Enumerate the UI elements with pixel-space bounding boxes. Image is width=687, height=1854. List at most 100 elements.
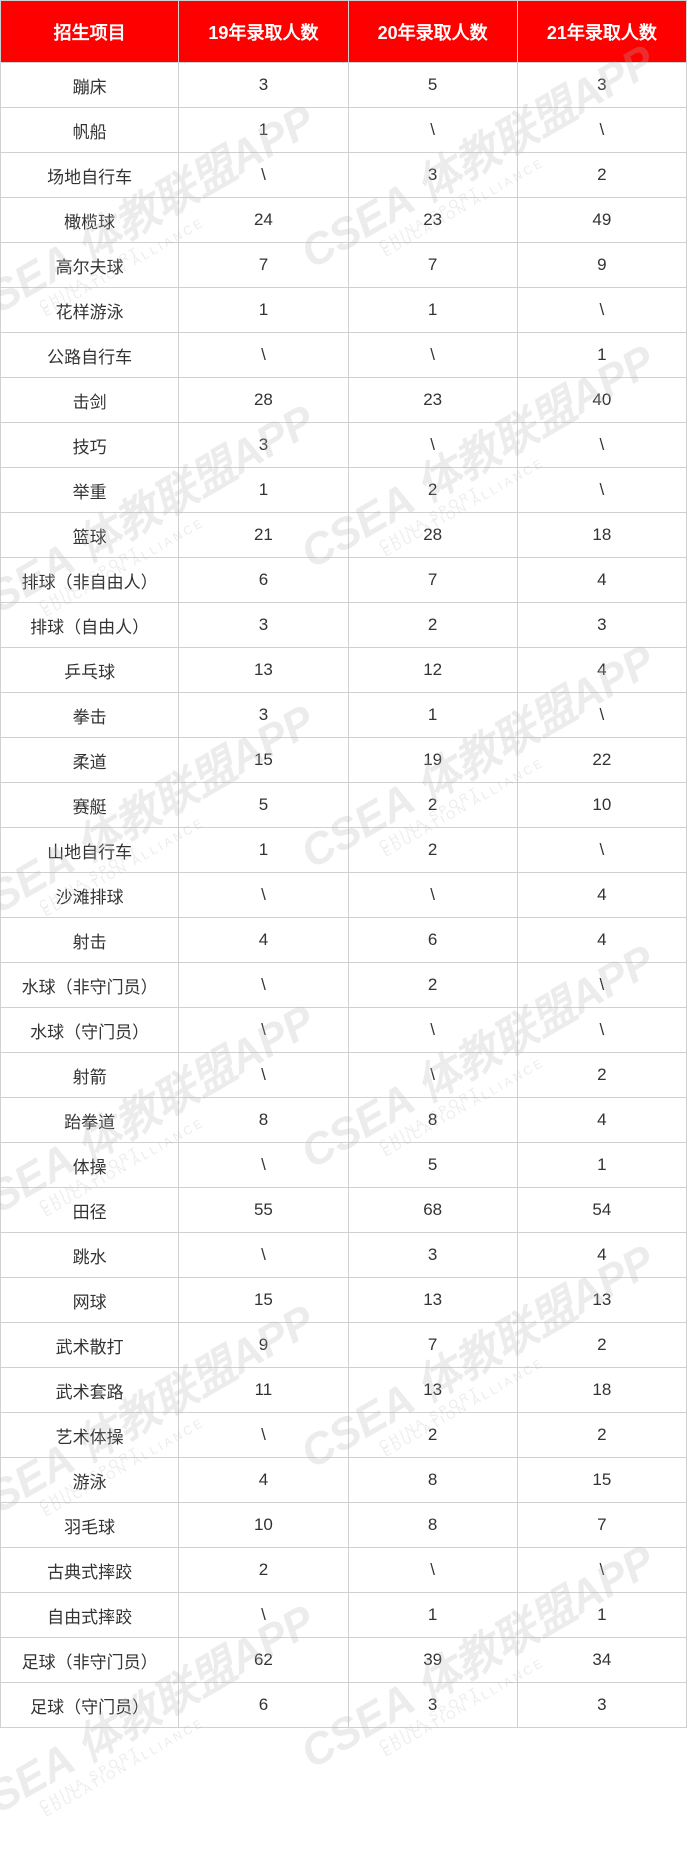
col-header-2021: 21年录取人数 (517, 1, 686, 63)
cell-value: 3 (179, 693, 348, 738)
cell-value: 4 (517, 558, 686, 603)
cell-value: 21 (179, 513, 348, 558)
table-row: 跆拳道884 (1, 1098, 687, 1143)
cell-value: 1 (348, 693, 517, 738)
cell-value: 3 (517, 603, 686, 648)
cell-project: 拳击 (1, 693, 179, 738)
cell-project: 击剑 (1, 378, 179, 423)
cell-project: 水球（非守门员） (1, 963, 179, 1008)
cell-value: 3 (517, 63, 686, 108)
table-row: 武术套路111318 (1, 1368, 687, 1413)
cell-value: 7 (179, 243, 348, 288)
cell-value: \ (348, 423, 517, 468)
cell-value: 6 (348, 918, 517, 963)
table-row: 武术散打972 (1, 1323, 687, 1368)
table-row: 跳水\34 (1, 1233, 687, 1278)
cell-project: 网球 (1, 1278, 179, 1323)
cell-value: 4 (517, 873, 686, 918)
table-header: 招生项目 19年录取人数 20年录取人数 21年录取人数 (1, 1, 687, 63)
table-row: 赛艇5210 (1, 783, 687, 828)
cell-value: 2 (348, 1413, 517, 1458)
table-row: 柔道151922 (1, 738, 687, 783)
col-header-2019: 19年录取人数 (179, 1, 348, 63)
cell-value: 4 (179, 918, 348, 963)
cell-value: 3 (348, 153, 517, 198)
cell-value: 8 (179, 1098, 348, 1143)
cell-value: 7 (348, 558, 517, 603)
cell-value: 2 (517, 1053, 686, 1098)
cell-value: 1 (179, 468, 348, 513)
cell-project: 武术套路 (1, 1368, 179, 1413)
table-row: 乒乓球13124 (1, 648, 687, 693)
cell-value: 40 (517, 378, 686, 423)
cell-project: 花样游泳 (1, 288, 179, 333)
cell-value: 10 (179, 1503, 348, 1548)
cell-project: 跆拳道 (1, 1098, 179, 1143)
cell-value: 1 (348, 288, 517, 333)
cell-project: 武术散打 (1, 1323, 179, 1368)
cell-value: 11 (179, 1368, 348, 1413)
cell-value: 6 (179, 1683, 348, 1728)
cell-value: 2 (348, 468, 517, 513)
table-row: 举重12\ (1, 468, 687, 513)
cell-value: 2 (517, 1323, 686, 1368)
table-row: 排球（非自由人）674 (1, 558, 687, 603)
cell-project: 赛艇 (1, 783, 179, 828)
table-row: 帆船1\\ (1, 108, 687, 153)
table-row: 橄榄球242349 (1, 198, 687, 243)
cell-value: 24 (179, 198, 348, 243)
cell-value: 5 (348, 1143, 517, 1188)
cell-value: 2 (517, 1413, 686, 1458)
cell-project: 沙滩排球 (1, 873, 179, 918)
table-row: 射箭\\2 (1, 1053, 687, 1098)
cell-value: 2 (348, 783, 517, 828)
cell-project: 高尔夫球 (1, 243, 179, 288)
cell-value: \ (179, 1413, 348, 1458)
cell-value: 8 (348, 1098, 517, 1143)
table-row: 网球151313 (1, 1278, 687, 1323)
table-row: 自由式摔跤\11 (1, 1593, 687, 1638)
cell-project: 橄榄球 (1, 198, 179, 243)
cell-value: 5 (179, 783, 348, 828)
cell-value: \ (348, 873, 517, 918)
cell-value: 3 (348, 1683, 517, 1728)
cell-project: 公路自行车 (1, 333, 179, 378)
cell-project: 蹦床 (1, 63, 179, 108)
table-row: 蹦床353 (1, 63, 687, 108)
cell-project: 古典式摔跤 (1, 1548, 179, 1593)
cell-value: 39 (348, 1638, 517, 1683)
cell-value: 3 (179, 423, 348, 468)
cell-project: 射箭 (1, 1053, 179, 1098)
cell-value: \ (517, 828, 686, 873)
table-row: 游泳4815 (1, 1458, 687, 1503)
cell-value: 8 (348, 1458, 517, 1503)
cell-value: 18 (517, 513, 686, 558)
cell-value: 2 (348, 603, 517, 648)
table-row: 高尔夫球779 (1, 243, 687, 288)
cell-value: 34 (517, 1638, 686, 1683)
cell-value: 9 (517, 243, 686, 288)
cell-project: 射击 (1, 918, 179, 963)
cell-value: \ (348, 1008, 517, 1053)
cell-value: 7 (348, 1323, 517, 1368)
cell-value: \ (517, 108, 686, 153)
cell-project: 田径 (1, 1188, 179, 1233)
cell-value: 28 (179, 378, 348, 423)
cell-value: 13 (348, 1368, 517, 1413)
cell-value: 5 (348, 63, 517, 108)
cell-value: 3 (179, 63, 348, 108)
header-row: 招生项目 19年录取人数 20年录取人数 21年录取人数 (1, 1, 687, 63)
table-row: 水球（守门员）\\\ (1, 1008, 687, 1053)
cell-value: \ (517, 1548, 686, 1593)
cell-value: 4 (517, 1098, 686, 1143)
cell-value: \ (179, 1008, 348, 1053)
table-row: 射击464 (1, 918, 687, 963)
cell-value: 19 (348, 738, 517, 783)
cell-value: 9 (179, 1323, 348, 1368)
cell-value: 28 (348, 513, 517, 558)
cell-value: 62 (179, 1638, 348, 1683)
cell-value: 8 (348, 1503, 517, 1548)
cell-value: 3 (179, 603, 348, 648)
cell-project: 跳水 (1, 1233, 179, 1278)
cell-value: 1 (517, 1593, 686, 1638)
